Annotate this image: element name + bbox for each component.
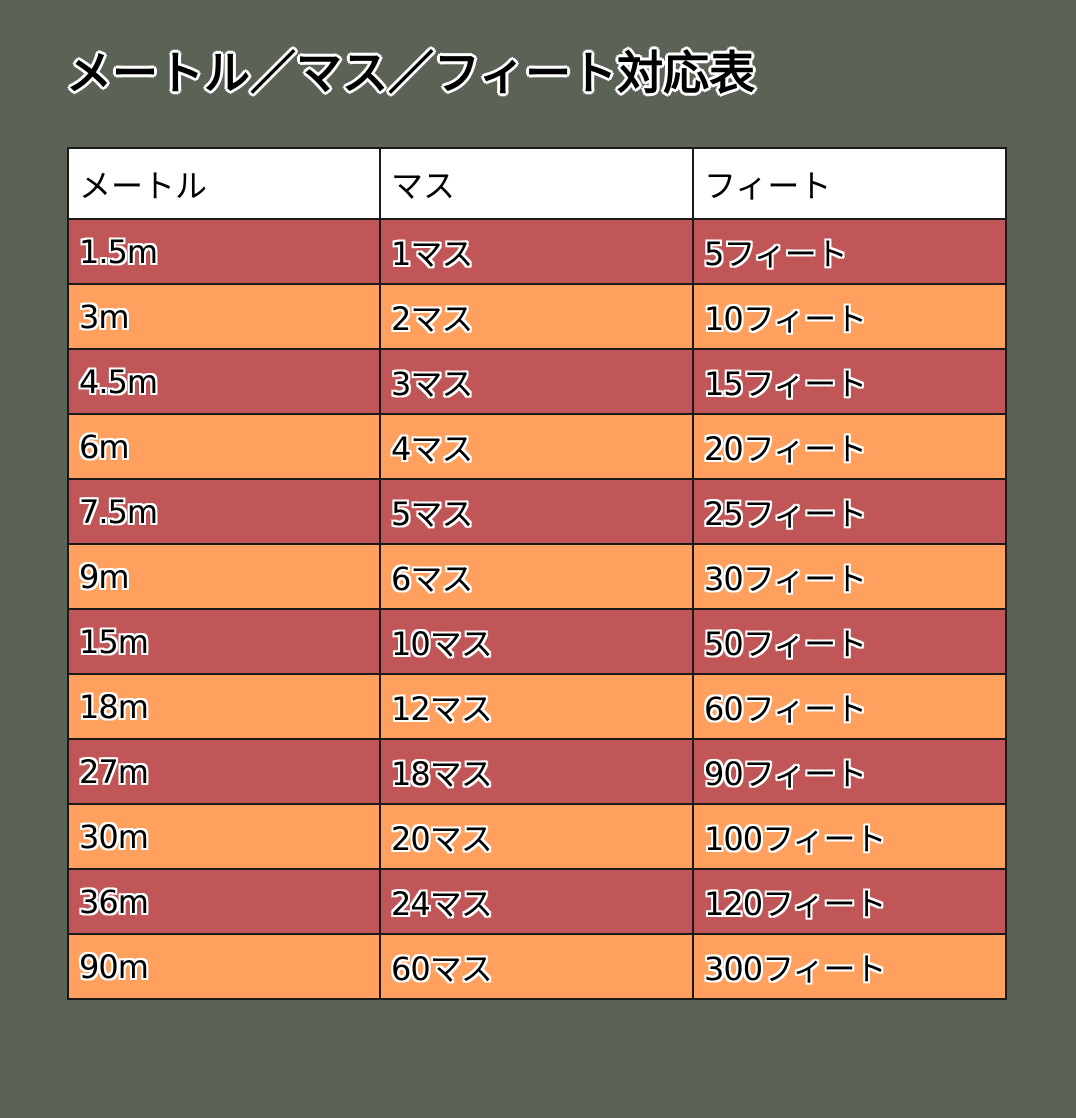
cell-meters: 27m xyxy=(67,738,381,805)
table-row: 90m 60マス 300フィート xyxy=(67,933,1007,1000)
cell-meters: 3m xyxy=(67,283,381,350)
cell-squares: 3マス xyxy=(379,348,694,415)
cell-meters: 1.5m xyxy=(67,218,381,285)
cell-squares: 5マス xyxy=(379,478,694,545)
cell-meters: 36m xyxy=(67,868,381,935)
table-row: 30m 20マス 100フィート xyxy=(67,803,1007,870)
cell-feet: 300フィート xyxy=(692,933,1007,1000)
column-header-meters: メートル xyxy=(67,147,381,220)
table-row: 4.5m 3マス 15フィート xyxy=(67,348,1007,415)
cell-feet: 20フィート xyxy=(692,413,1007,480)
cell-feet: 50フィート xyxy=(692,608,1007,675)
table-row: 36m 24マス 120フィート xyxy=(67,868,1007,935)
cell-feet: 25フィート xyxy=(692,478,1007,545)
cell-squares: 24マス xyxy=(379,868,694,935)
page-title: メートル／マス／フィート対応表 xyxy=(66,46,756,100)
cell-meters: 30m xyxy=(67,803,381,870)
conversion-table: メートル マス フィート 1.5m 1マス 5フィート 3m 2マス 10フィー… xyxy=(67,147,1007,1000)
cell-squares: 2マス xyxy=(379,283,694,350)
cell-squares: 4マス xyxy=(379,413,694,480)
cell-meters: 9m xyxy=(67,543,381,610)
table-row: 18m 12マス 60フィート xyxy=(67,673,1007,740)
cell-meters: 4.5m xyxy=(67,348,381,415)
cell-feet: 10フィート xyxy=(692,283,1007,350)
cell-feet: 60フィート xyxy=(692,673,1007,740)
table-row: 7.5m 5マス 25フィート xyxy=(67,478,1007,545)
column-header-feet: フィート xyxy=(692,147,1007,220)
cell-squares: 20マス xyxy=(379,803,694,870)
column-header-squares: マス xyxy=(379,147,694,220)
table-row: 3m 2マス 10フィート xyxy=(67,283,1007,350)
cell-meters: 7.5m xyxy=(67,478,381,545)
cell-feet: 15フィート xyxy=(692,348,1007,415)
cell-meters: 6m xyxy=(67,413,381,480)
cell-feet: 30フィート xyxy=(692,543,1007,610)
table-row: 15m 10マス 50フィート xyxy=(67,608,1007,675)
header-row: メートル マス フィート xyxy=(67,147,1007,220)
cell-squares: 1マス xyxy=(379,218,694,285)
cell-squares: 12マス xyxy=(379,673,694,740)
cell-feet: 100フィート xyxy=(692,803,1007,870)
table-row: 6m 4マス 20フィート xyxy=(67,413,1007,480)
cell-squares: 18マス xyxy=(379,738,694,805)
cell-meters: 15m xyxy=(67,608,381,675)
table-row: 27m 18マス 90フィート xyxy=(67,738,1007,805)
cell-squares: 6マス xyxy=(379,543,694,610)
cell-feet: 90フィート xyxy=(692,738,1007,805)
table-row: 1.5m 1マス 5フィート xyxy=(67,218,1007,285)
cell-meters: 18m xyxy=(67,673,381,740)
cell-feet: 120フィート xyxy=(692,868,1007,935)
cell-meters: 90m xyxy=(67,933,381,1000)
table-row: 9m 6マス 30フィート xyxy=(67,543,1007,610)
cell-feet: 5フィート xyxy=(692,218,1007,285)
cell-squares: 10マス xyxy=(379,608,694,675)
cell-squares: 60マス xyxy=(379,933,694,1000)
